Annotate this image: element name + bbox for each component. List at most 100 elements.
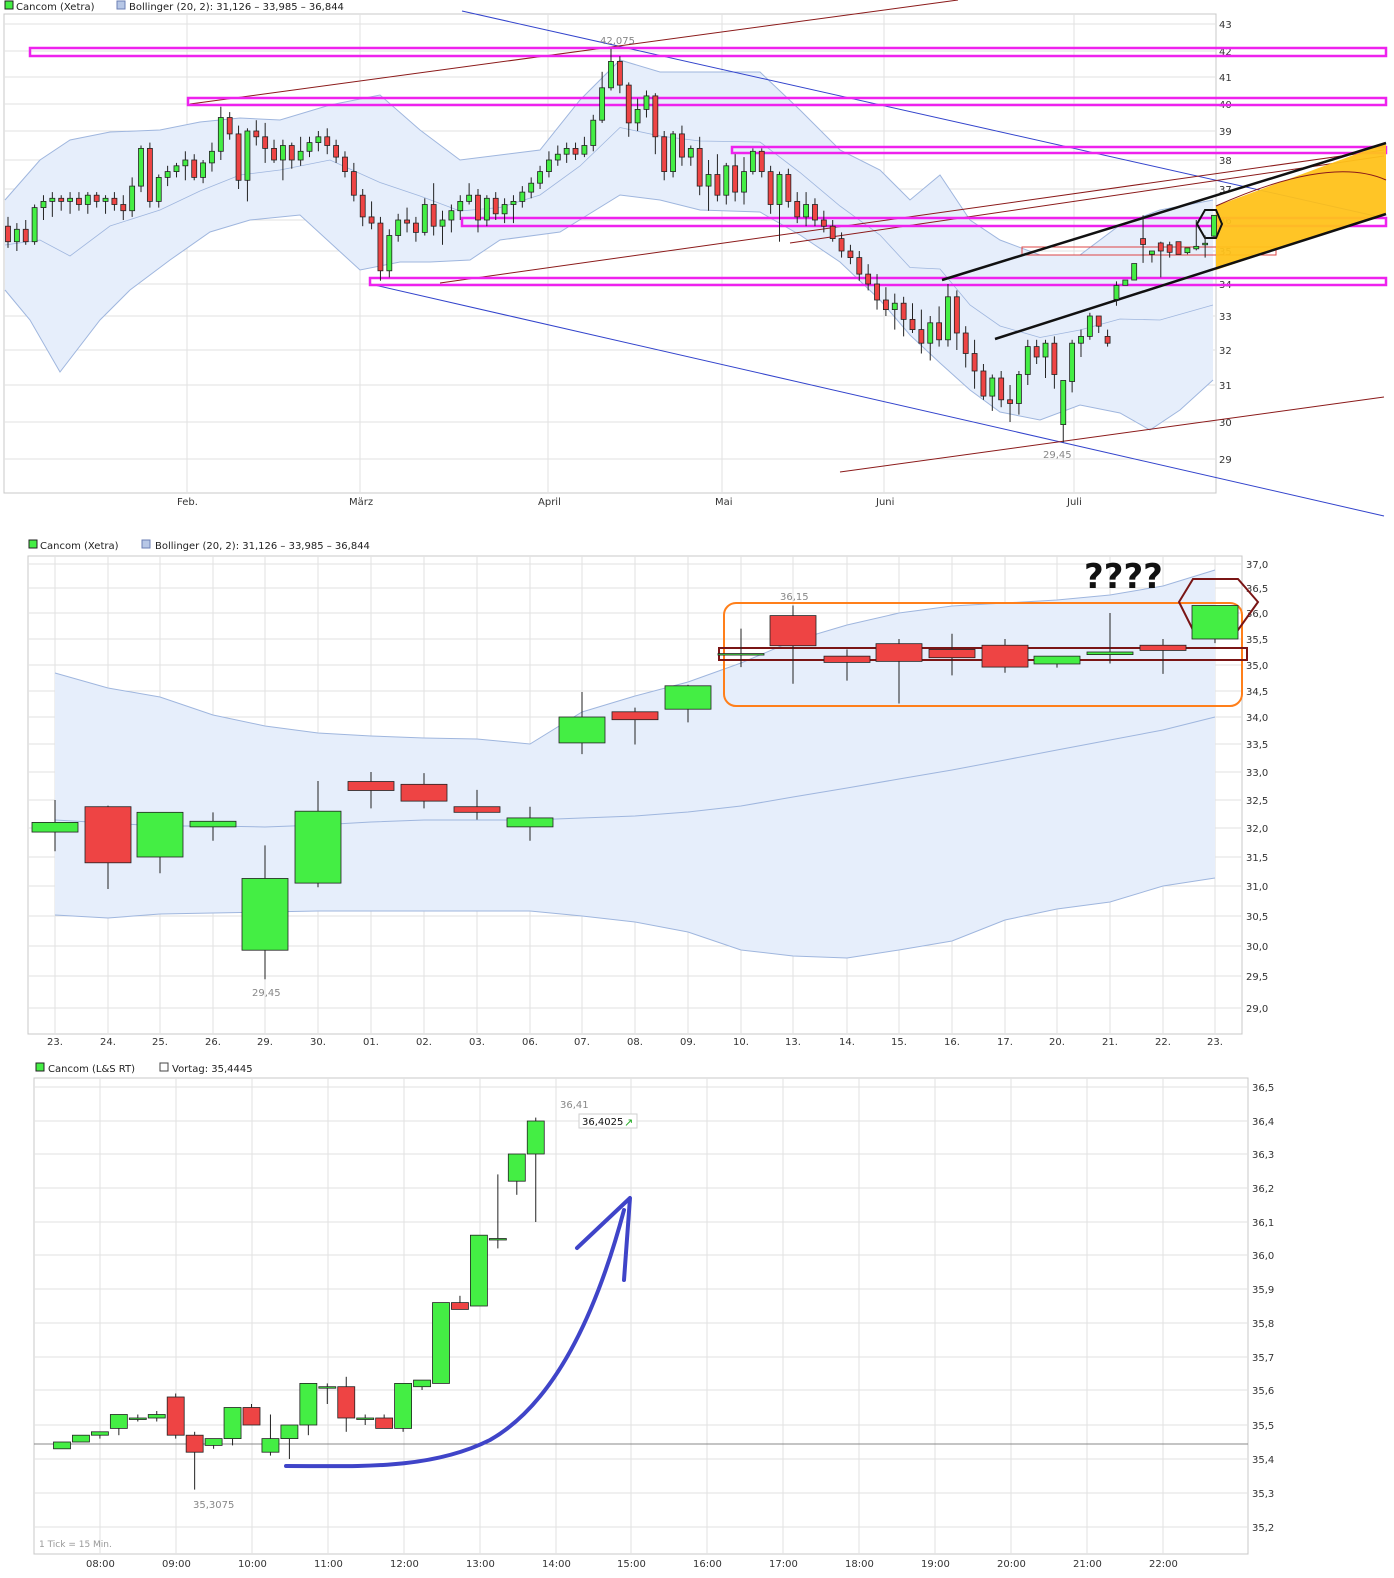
candle-up xyxy=(394,1383,413,1429)
y-tick-label: 35,3 xyxy=(1252,1489,1274,1500)
top-y-axis: 43 42 41 40 39 38 37 36 35 34 33 32 31 3… xyxy=(1219,20,1232,466)
candle-up xyxy=(223,1407,242,1440)
consolidation-box xyxy=(1021,246,1277,256)
y-tick-label: 32,5 xyxy=(1246,796,1268,807)
candle-up xyxy=(91,1431,109,1436)
candle-down xyxy=(1033,346,1040,358)
candle-down xyxy=(120,204,127,212)
trendline-darkred xyxy=(439,149,1385,284)
last-price-box xyxy=(578,1113,638,1129)
candle-down xyxy=(430,204,437,227)
candle-down xyxy=(1166,244,1173,253)
candle-up xyxy=(356,1417,375,1420)
candle-up xyxy=(457,200,464,212)
candle-down xyxy=(661,136,668,173)
bollinger-band-fill xyxy=(55,570,1215,958)
candle-up xyxy=(670,133,676,172)
candle-up xyxy=(164,171,171,178)
candle-down xyxy=(847,250,854,258)
candle-down xyxy=(794,200,801,218)
candle-down xyxy=(758,150,765,173)
candle-down xyxy=(166,1396,185,1436)
candle-up xyxy=(891,302,898,311)
candle-up xyxy=(927,322,934,344)
bottom-grid xyxy=(34,1078,1248,1554)
candle-down xyxy=(400,783,448,802)
x-tick-label: 15. xyxy=(891,1037,907,1048)
bollinger-middle xyxy=(4,127,1214,338)
candle-up xyxy=(204,1438,223,1446)
legend-marker-green xyxy=(35,1062,45,1072)
top-candles xyxy=(5,48,1217,443)
bottom-y-axis: 36,5 36,4 36,3 36,2 36,1 36,0 35,9 35,8 … xyxy=(1252,1083,1274,1534)
x-tick-label: 26. xyxy=(205,1037,221,1048)
candle-up xyxy=(749,150,756,173)
candle-up xyxy=(182,159,189,167)
candle-down xyxy=(882,299,889,310)
legend-label: Cancom (Xetra) xyxy=(16,2,95,13)
candle-up xyxy=(109,1414,128,1429)
candle-down xyxy=(1007,399,1013,404)
bottom-candles xyxy=(53,1117,545,1490)
candle-up xyxy=(297,150,304,161)
x-tick-label: 12:00 xyxy=(390,1559,419,1570)
candle-up xyxy=(643,95,650,110)
x-tick-label: 13:00 xyxy=(466,1559,495,1570)
candle-up xyxy=(128,1417,147,1420)
candle-up xyxy=(599,87,606,121)
question-marks: ???? xyxy=(1084,557,1163,597)
candle-up xyxy=(136,811,184,858)
last-price-label: 36,4025 xyxy=(582,1117,623,1128)
candle-up xyxy=(526,1120,545,1155)
x-tick-label: 07. xyxy=(574,1037,590,1048)
x-tick-label: Juni xyxy=(875,497,894,508)
y-tick-label: 30 xyxy=(1219,418,1232,429)
candle-up xyxy=(318,1386,337,1389)
candle-down xyxy=(875,643,923,662)
x-tick-label: 17. xyxy=(997,1037,1013,1048)
y-tick-label: 39 xyxy=(1219,127,1232,138)
candle-down xyxy=(909,318,916,330)
candle-down xyxy=(838,238,845,252)
candle-down xyxy=(696,147,703,187)
x-tick-label: 15:00 xyxy=(617,1559,646,1570)
x-tick-label: 13. xyxy=(785,1037,801,1048)
candle-up xyxy=(1024,346,1031,375)
candle-down xyxy=(368,216,375,224)
x-tick-label: 30. xyxy=(310,1037,326,1048)
y-tick-label: 35,7 xyxy=(1252,1353,1274,1364)
candle-up xyxy=(40,200,47,208)
candle-down xyxy=(611,711,659,721)
x-tick-label: 01. xyxy=(363,1037,379,1048)
candle-up xyxy=(1184,247,1191,254)
candle-down xyxy=(918,329,925,344)
candle-down xyxy=(616,61,623,86)
candle-up xyxy=(1113,285,1120,300)
candle-up xyxy=(1033,655,1081,665)
x-tick-label: 09:00 xyxy=(162,1559,191,1570)
candle-down xyxy=(998,377,1005,401)
candle-up xyxy=(279,145,286,161)
candle-up xyxy=(129,185,136,212)
y-tick-label: 29 xyxy=(1219,455,1232,466)
bottom-plot-frame xyxy=(33,1077,1249,1555)
candle-down xyxy=(58,197,65,202)
candle-up xyxy=(155,176,162,202)
candle-up xyxy=(1202,242,1209,246)
candle-up xyxy=(488,1238,507,1241)
x-tick-label: 10. xyxy=(733,1037,749,1048)
candle-down xyxy=(22,228,29,243)
x-tick-label: 19:00 xyxy=(921,1559,950,1570)
candle-up xyxy=(519,191,526,202)
candle-up xyxy=(280,1424,299,1439)
candle-down xyxy=(829,225,836,239)
bollinger-lower xyxy=(4,194,1214,431)
candle-up xyxy=(741,171,747,193)
candle-down xyxy=(1139,644,1187,651)
candle-down xyxy=(769,615,817,647)
candle-down xyxy=(342,156,348,173)
candle-down xyxy=(359,194,366,218)
candle-down xyxy=(1051,342,1058,375)
candle-up xyxy=(723,165,730,196)
middle-x-axis: 23. 24. 25. 26. 29. 30. 01. 02. 03. 06. … xyxy=(47,1037,1223,1048)
